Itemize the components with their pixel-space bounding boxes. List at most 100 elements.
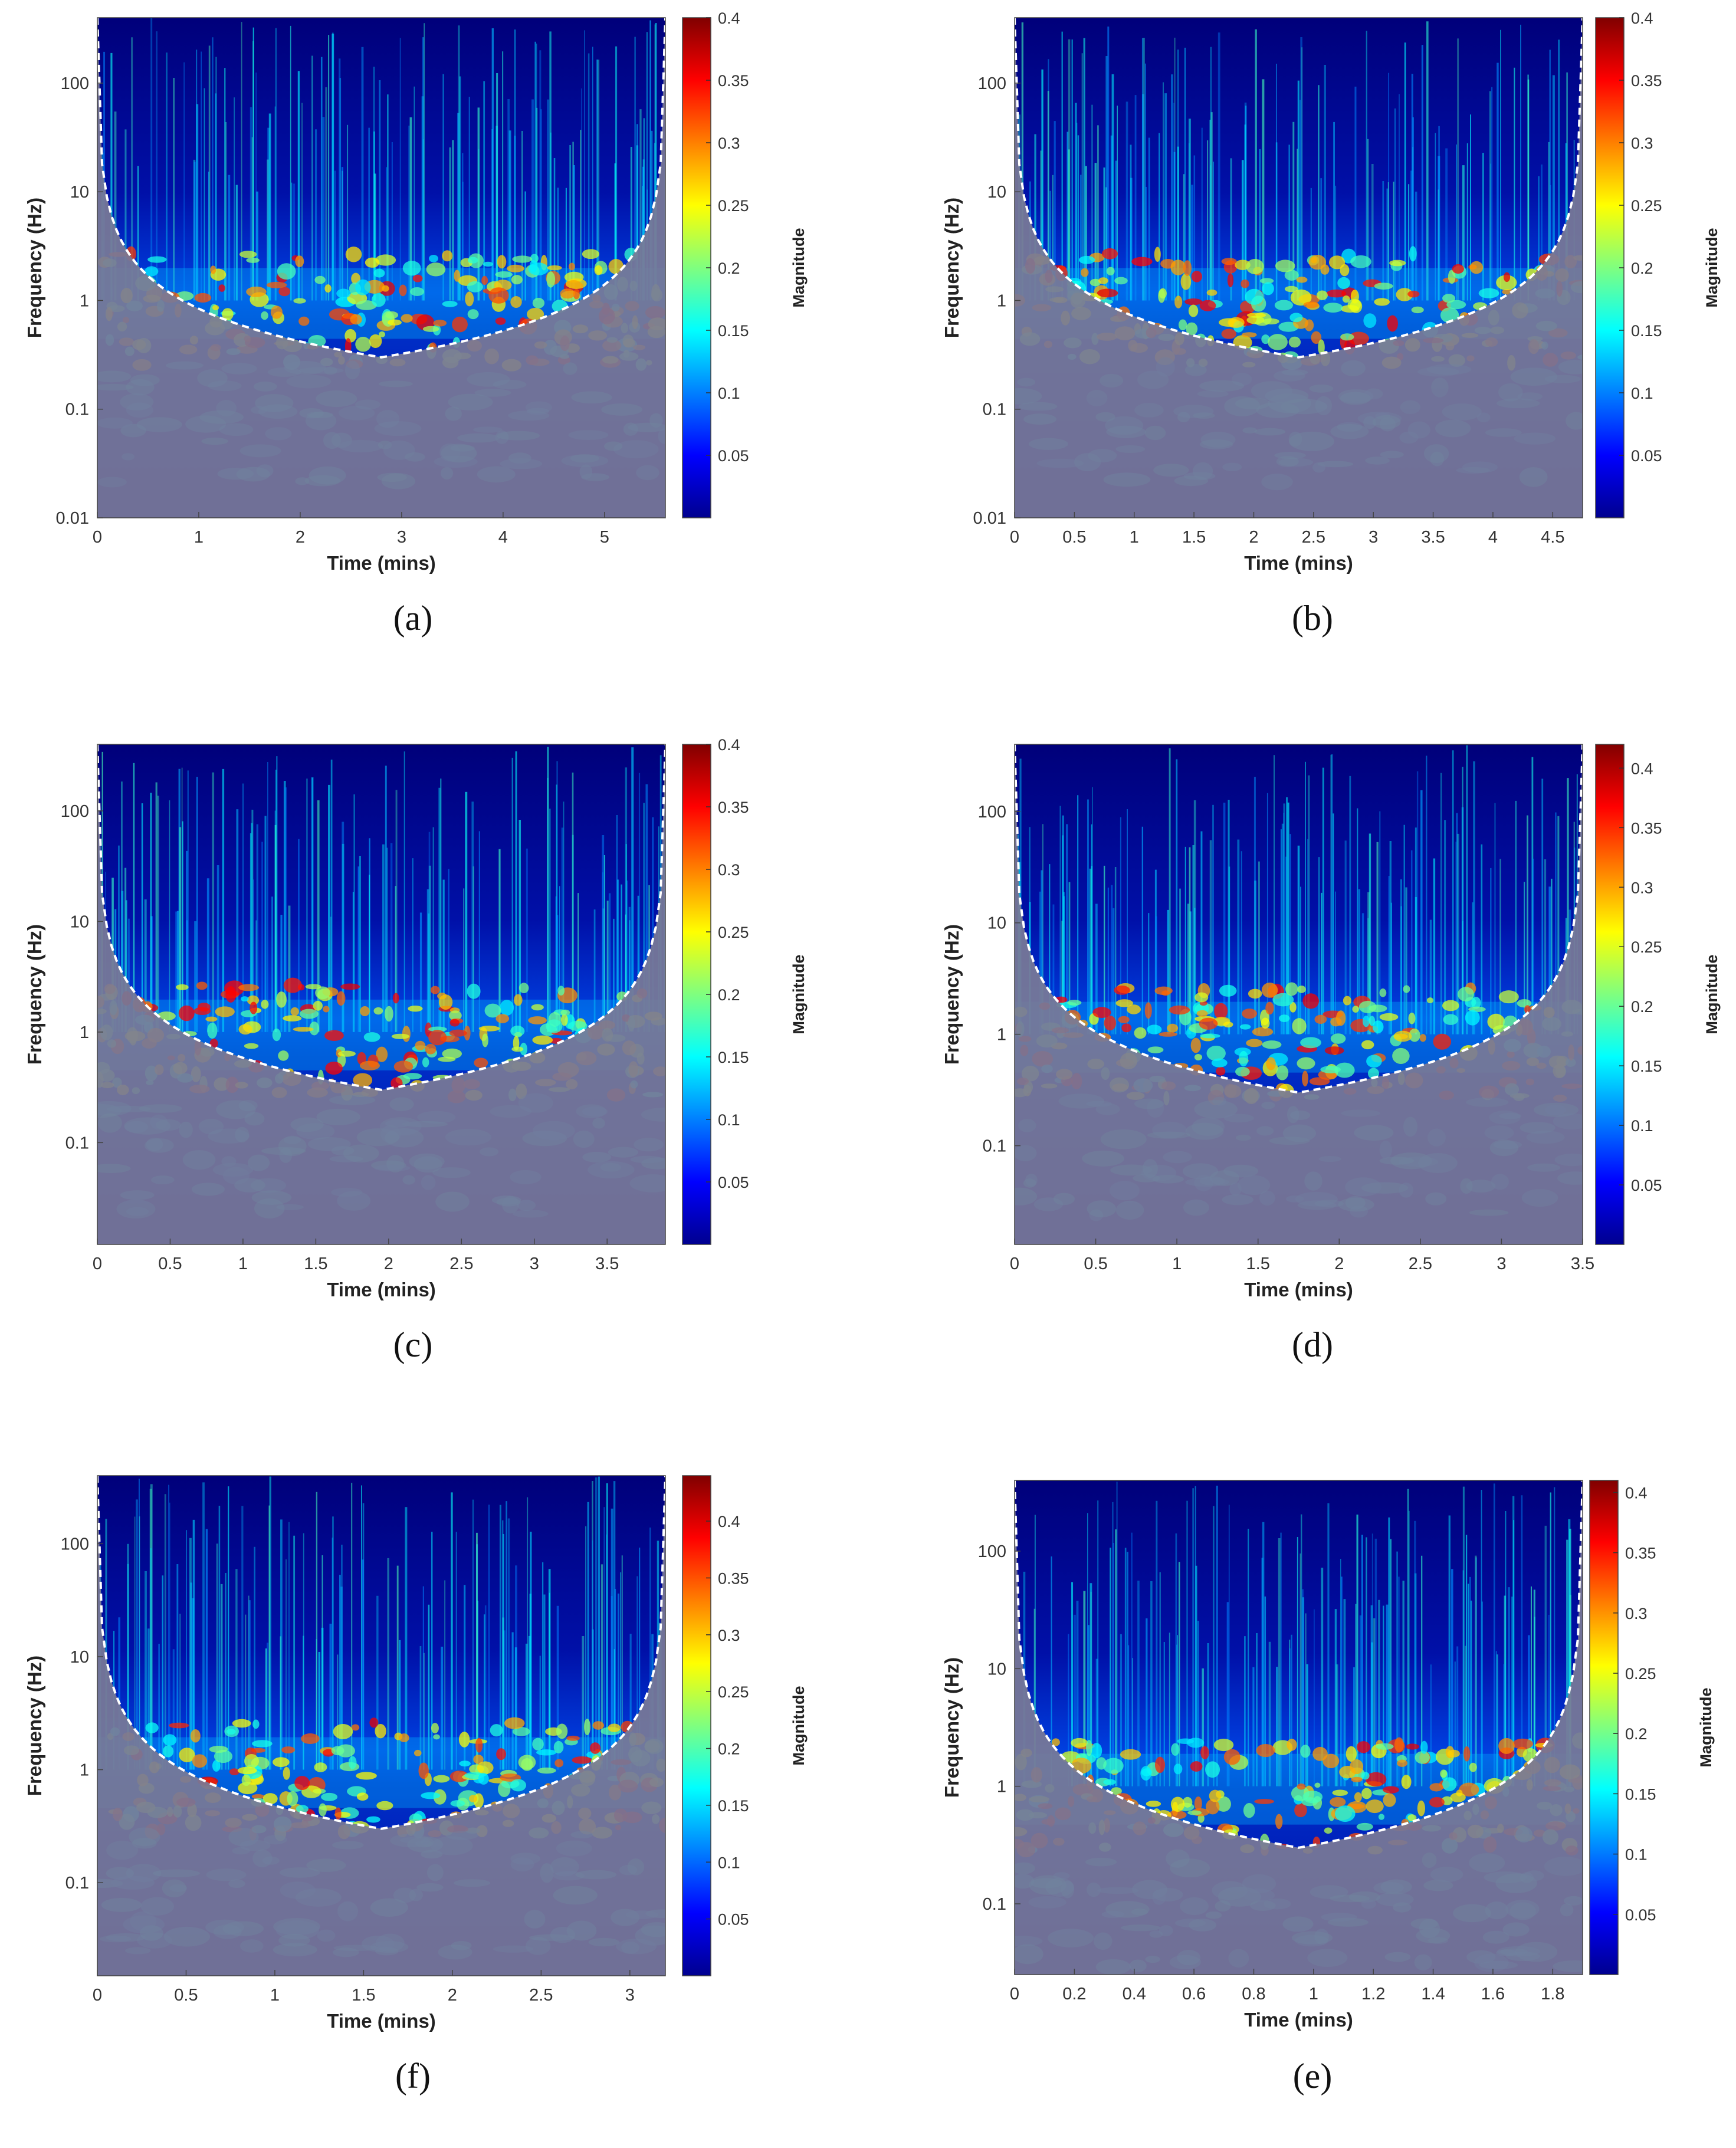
- scalogram-blob: [1071, 1738, 1088, 1748]
- colorbar-tick-label: 0.4: [718, 9, 740, 27]
- y-tick-label: 1: [80, 1023, 89, 1042]
- scalogram-blob: [488, 287, 509, 304]
- scalogram-blob: [1356, 1822, 1373, 1831]
- colorbar-tick-label: 0.35: [1625, 1545, 1656, 1562]
- scalogram-blob: [1118, 1016, 1130, 1023]
- scalogram-panel: 0 0.5 1 1.5 2 2.5 3 3.5 4 4.5 100 10 1 0.1 0.01 Time (m…: [941, 9, 1721, 638]
- scalogram-blob: [147, 256, 167, 263]
- y-tick-label: 100: [978, 1542, 1006, 1561]
- scalogram-blob: [244, 1753, 259, 1769]
- scalogram-blob: [1469, 261, 1484, 274]
- scalogram-blob: [608, 1723, 621, 1732]
- scalogram-blob: [238, 1024, 252, 1035]
- scalogram-blob: [1378, 1814, 1385, 1820]
- x-tick-label: 3: [1369, 528, 1378, 547]
- scalogram-blob: [428, 1030, 447, 1046]
- colorbar-tick-label: 0.35: [718, 1569, 749, 1587]
- plot-frame: [97, 744, 666, 1245]
- colorbar-tick-label: 0.15: [1625, 1785, 1656, 1803]
- scalogram-blob: [1167, 1023, 1179, 1033]
- scalogram-blob: [1103, 1779, 1116, 1785]
- scalogram-blob: [1078, 255, 1095, 264]
- scalogram-blob: [1261, 983, 1278, 998]
- colorbar: [1595, 744, 1625, 1245]
- scalogram-blob: [293, 298, 306, 304]
- scalogram-blob: [1366, 1055, 1382, 1068]
- y-tick-label: 10: [70, 912, 89, 931]
- scalogram-blob: [324, 284, 332, 293]
- x-tick-label: 2: [384, 1254, 393, 1273]
- scalogram-blob: [1211, 1058, 1228, 1068]
- scalogram-blob: [507, 264, 524, 272]
- x-tick-label: 1: [1309, 1985, 1318, 2004]
- scalogram-blob: [365, 257, 380, 268]
- scalogram-blob: [1161, 990, 1170, 996]
- scalogram-blob: [1170, 260, 1186, 275]
- x-tick-label: 1.8: [1541, 1985, 1564, 2004]
- scalogram-blob: [305, 984, 321, 990]
- scalogram-blob: [157, 1011, 176, 1021]
- scalogram-blob: [359, 1060, 380, 1070]
- scalogram-blob: [1200, 1033, 1220, 1039]
- scalogram-blob: [1154, 247, 1161, 262]
- scalogram-blob: [449, 1019, 460, 1027]
- x-tick-label: 1.5: [1182, 528, 1206, 547]
- scalogram-blob: [592, 1721, 605, 1730]
- scalogram-blob: [1111, 1787, 1122, 1795]
- scalogram-blob: [512, 1727, 530, 1736]
- scalogram-blob: [483, 261, 493, 267]
- scalogram-blob: [510, 296, 522, 308]
- scalogram-blob: [251, 1794, 265, 1799]
- cone-of-influence-shade: [97, 18, 665, 518]
- scalogram-blob: [1196, 1010, 1208, 1017]
- scalogram-blob: [1448, 270, 1456, 284]
- scalogram-blob: [1284, 285, 1298, 293]
- scalogram-blob: [464, 1026, 471, 1041]
- y-tick-label: 0.1: [983, 1895, 1006, 1914]
- x-axis-label: Time (mins): [1244, 1279, 1353, 1300]
- scalogram-blob: [468, 257, 478, 264]
- scalogram-blob: [250, 1001, 258, 1014]
- y-tick-label: 0.01: [973, 509, 1006, 528]
- scalogram-blob: [278, 1050, 289, 1061]
- scalogram-panel: 0 0.5 1 1.5 2 2.5 3 3.5 100 10 1 0.1 Time (mins) Freq…: [941, 744, 1721, 1364]
- scalogram-blob: [277, 263, 296, 280]
- scalogram-blob: [474, 1057, 488, 1068]
- scalogram-blob: [373, 1007, 383, 1015]
- scalogram-blob: [1406, 1743, 1420, 1750]
- scalogram-blob: [209, 1745, 228, 1753]
- scalogram-blob: [1252, 1027, 1274, 1037]
- scalogram-blob: [478, 1026, 500, 1032]
- scalogram-blob: [1363, 1016, 1370, 1027]
- scalogram-blob: [1284, 270, 1299, 281]
- scalogram-blob: [1469, 1762, 1477, 1772]
- scalogram-blob: [1328, 255, 1346, 270]
- scalogram-blob: [1397, 1759, 1408, 1767]
- scalogram-blob: [1374, 298, 1390, 306]
- scalogram-blob: [325, 1062, 343, 1075]
- scalogram-blob: [215, 1006, 235, 1017]
- scalogram-blob: [528, 1016, 547, 1024]
- scalogram-blob: [229, 1768, 239, 1775]
- scalogram-blob: [433, 1775, 450, 1783]
- y-tick-label: 1: [997, 1778, 1006, 1796]
- scalogram-blob: [1194, 992, 1209, 1003]
- scalogram-blob: [1272, 993, 1294, 1007]
- scalogram-blob: [1308, 254, 1327, 270]
- scalogram-blob: [1429, 1783, 1443, 1792]
- scalogram-blob: [179, 1748, 195, 1762]
- scalogram-blob: [1297, 1783, 1306, 1790]
- scalogram-blob: [1318, 339, 1325, 356]
- scalogram-blob: [1342, 295, 1350, 303]
- x-tick-label: 3.5: [1571, 1254, 1594, 1273]
- scalogram-blob: [1401, 1775, 1412, 1789]
- scalogram-blob: [450, 1800, 465, 1807]
- scalogram-blob: [252, 1719, 260, 1729]
- scalogram-blob: [1106, 267, 1115, 275]
- x-tick-label: 3: [1497, 1254, 1506, 1273]
- cone-of-influence-line: [97, 744, 665, 1091]
- scalogram-blob: [1180, 273, 1192, 290]
- scalogram-blob: [1290, 289, 1312, 306]
- scalogram-blob: [1216, 1796, 1231, 1812]
- scalogram-blob: [1114, 986, 1130, 995]
